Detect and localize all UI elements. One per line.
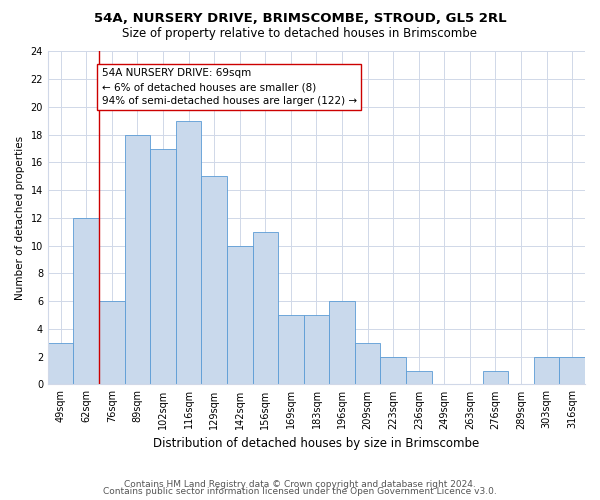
Bar — [48, 343, 73, 384]
Bar — [150, 148, 176, 384]
Bar — [125, 134, 150, 384]
Bar — [73, 218, 99, 384]
Text: Contains HM Land Registry data © Crown copyright and database right 2024.: Contains HM Land Registry data © Crown c… — [124, 480, 476, 489]
Bar — [202, 176, 227, 384]
Text: 54A, NURSERY DRIVE, BRIMSCOMBE, STROUD, GL5 2RL: 54A, NURSERY DRIVE, BRIMSCOMBE, STROUD, … — [94, 12, 506, 26]
Bar — [355, 343, 380, 384]
Bar — [227, 246, 253, 384]
Bar — [534, 356, 559, 384]
Bar — [380, 356, 406, 384]
Bar — [559, 356, 585, 384]
Bar — [176, 121, 202, 384]
X-axis label: Distribution of detached houses by size in Brimscombe: Distribution of detached houses by size … — [154, 437, 479, 450]
Text: 54A NURSERY DRIVE: 69sqm
← 6% of detached houses are smaller (8)
94% of semi-det: 54A NURSERY DRIVE: 69sqm ← 6% of detache… — [101, 68, 357, 106]
Y-axis label: Number of detached properties: Number of detached properties — [15, 136, 25, 300]
Bar — [329, 301, 355, 384]
Bar — [278, 315, 304, 384]
Text: Contains public sector information licensed under the Open Government Licence v3: Contains public sector information licen… — [103, 487, 497, 496]
Text: Size of property relative to detached houses in Brimscombe: Size of property relative to detached ho… — [122, 28, 478, 40]
Bar — [482, 370, 508, 384]
Bar — [253, 232, 278, 384]
Bar — [406, 370, 431, 384]
Bar — [99, 301, 125, 384]
Bar — [304, 315, 329, 384]
